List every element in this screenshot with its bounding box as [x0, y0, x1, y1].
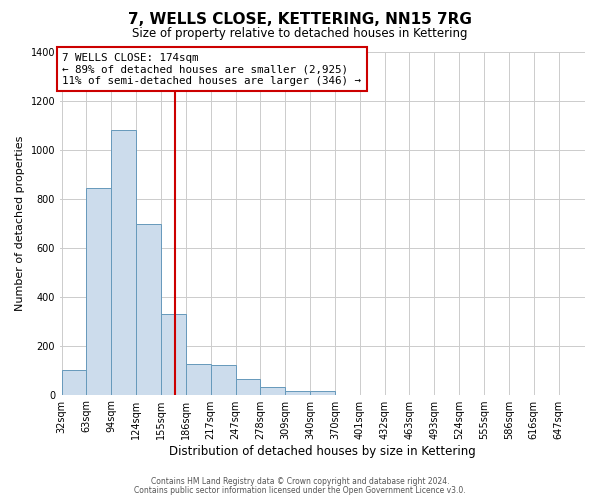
X-axis label: Distribution of detached houses by size in Kettering: Distribution of detached houses by size … [169, 444, 476, 458]
Bar [260, 387, 285, 394]
Bar [236, 378, 260, 394]
Bar [86, 188, 112, 394]
Text: Size of property relative to detached houses in Kettering: Size of property relative to detached ho… [132, 28, 468, 40]
Text: Contains HM Land Registry data © Crown copyright and database right 2024.: Contains HM Land Registry data © Crown c… [151, 477, 449, 486]
Bar [136, 224, 161, 394]
Text: 7 WELLS CLOSE: 174sqm
← 89% of detached houses are smaller (2,925)
11% of semi-d: 7 WELLS CLOSE: 174sqm ← 89% of detached … [62, 52, 361, 86]
Bar [211, 365, 236, 394]
Bar [62, 370, 86, 394]
Text: 7, WELLS CLOSE, KETTERING, NN15 7RG: 7, WELLS CLOSE, KETTERING, NN15 7RG [128, 12, 472, 28]
Bar [161, 314, 186, 394]
Bar [285, 391, 310, 394]
Text: Contains public sector information licensed under the Open Government Licence v3: Contains public sector information licen… [134, 486, 466, 495]
Bar [112, 130, 136, 394]
Bar [310, 391, 335, 394]
Bar [186, 364, 211, 394]
Y-axis label: Number of detached properties: Number of detached properties [15, 136, 25, 310]
